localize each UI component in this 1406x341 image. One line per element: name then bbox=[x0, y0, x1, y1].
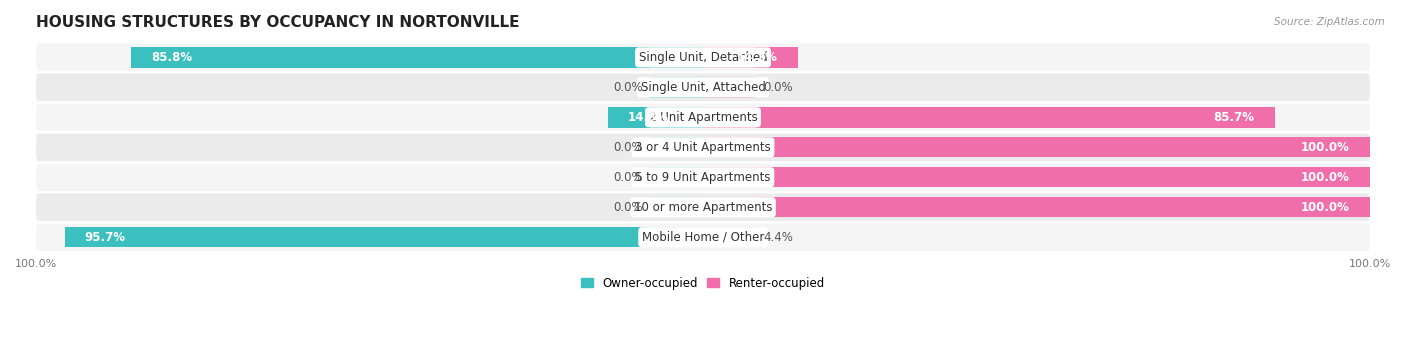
Text: 4.4%: 4.4% bbox=[763, 231, 793, 244]
Text: 0.0%: 0.0% bbox=[613, 141, 643, 154]
Text: Mobile Home / Other: Mobile Home / Other bbox=[641, 231, 765, 244]
FancyBboxPatch shape bbox=[37, 163, 1369, 191]
Bar bbox=[650, 197, 703, 218]
Text: 85.8%: 85.8% bbox=[150, 51, 193, 64]
Bar bbox=[703, 137, 756, 158]
Text: 95.7%: 95.7% bbox=[84, 231, 125, 244]
Bar bbox=[650, 107, 703, 128]
Bar bbox=[703, 197, 1369, 218]
Bar bbox=[650, 47, 703, 68]
Text: 100.0%: 100.0% bbox=[1301, 171, 1350, 184]
Bar bbox=[650, 167, 703, 188]
Text: 10 or more Apartments: 10 or more Apartments bbox=[634, 201, 772, 214]
Text: 3 or 4 Unit Apartments: 3 or 4 Unit Apartments bbox=[636, 141, 770, 154]
Bar bbox=[703, 77, 756, 98]
FancyBboxPatch shape bbox=[37, 193, 1369, 221]
Bar bbox=[703, 47, 756, 68]
Text: Single Unit, Detached: Single Unit, Detached bbox=[638, 51, 768, 64]
Bar bbox=[703, 167, 756, 188]
Text: 5 to 9 Unit Apartments: 5 to 9 Unit Apartments bbox=[636, 171, 770, 184]
Text: HOUSING STRUCTURES BY OCCUPANCY IN NORTONVILLE: HOUSING STRUCTURES BY OCCUPANCY IN NORTO… bbox=[37, 15, 520, 30]
Text: 0.0%: 0.0% bbox=[613, 201, 643, 214]
Bar bbox=[703, 227, 733, 247]
Text: 0.0%: 0.0% bbox=[763, 81, 793, 94]
Text: 14.2%: 14.2% bbox=[737, 51, 778, 64]
Bar bbox=[703, 197, 756, 218]
Text: Source: ZipAtlas.com: Source: ZipAtlas.com bbox=[1274, 17, 1385, 27]
Bar bbox=[607, 107, 703, 128]
Text: 0.0%: 0.0% bbox=[613, 81, 643, 94]
Legend: Owner-occupied, Renter-occupied: Owner-occupied, Renter-occupied bbox=[576, 272, 830, 295]
FancyBboxPatch shape bbox=[37, 223, 1369, 251]
Bar bbox=[650, 227, 703, 247]
Text: 100.0%: 100.0% bbox=[1301, 141, 1350, 154]
Bar bbox=[703, 107, 756, 128]
FancyBboxPatch shape bbox=[37, 133, 1369, 161]
Bar bbox=[703, 47, 797, 68]
Bar bbox=[703, 227, 756, 247]
Bar bbox=[703, 107, 1274, 128]
Text: 2 Unit Apartments: 2 Unit Apartments bbox=[648, 111, 758, 124]
Text: 14.3%: 14.3% bbox=[627, 111, 668, 124]
Bar bbox=[703, 167, 1369, 188]
Text: 0.0%: 0.0% bbox=[613, 171, 643, 184]
Bar bbox=[131, 47, 703, 68]
Bar bbox=[650, 137, 703, 158]
Text: 85.7%: 85.7% bbox=[1213, 111, 1254, 124]
Bar bbox=[65, 227, 703, 247]
FancyBboxPatch shape bbox=[37, 104, 1369, 131]
Bar bbox=[650, 77, 703, 98]
Text: 100.0%: 100.0% bbox=[1301, 201, 1350, 214]
FancyBboxPatch shape bbox=[37, 44, 1369, 71]
Text: Single Unit, Attached: Single Unit, Attached bbox=[641, 81, 765, 94]
Bar bbox=[703, 137, 1369, 158]
FancyBboxPatch shape bbox=[37, 74, 1369, 101]
